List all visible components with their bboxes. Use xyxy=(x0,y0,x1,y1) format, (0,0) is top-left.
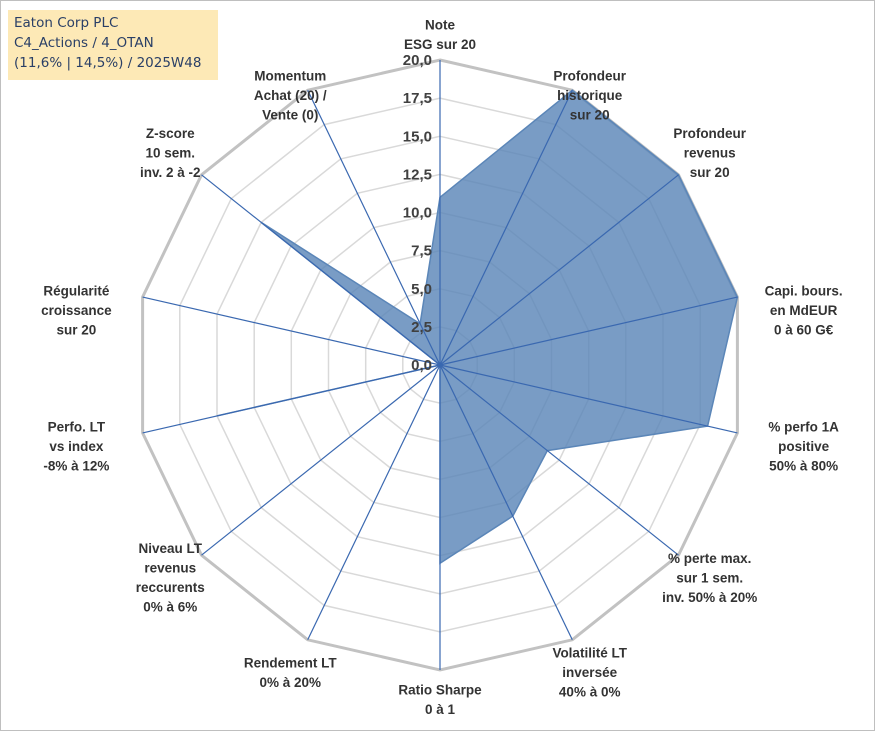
tick-label: 5,0 xyxy=(411,281,432,298)
axis-label-line: % perfo 1A xyxy=(768,419,839,434)
axis-label-line: Niveau LT xyxy=(139,541,203,556)
axis-label-line: Momentum xyxy=(254,69,326,84)
info-box: Eaton Corp PLC C4_Actions / 4_OTAN (11,6… xyxy=(8,10,218,80)
axis-label-line: 0% à 20% xyxy=(260,675,322,690)
axis-label-line: Vente (0) xyxy=(262,108,318,123)
axis-label-line: en MdEUR xyxy=(770,303,838,318)
axis-label-line: Achat (20) / xyxy=(254,88,327,103)
spoke-line xyxy=(307,364,441,641)
axis-label-line: Note xyxy=(425,18,455,33)
axis-label: Capi. bours. en MdEUR 0 à 60 G€ xyxy=(765,284,843,338)
axis-label-line: % perte max. xyxy=(668,551,751,566)
spoke-line xyxy=(201,174,441,366)
spoke-line xyxy=(439,89,573,366)
spoke-line xyxy=(142,296,441,366)
axis-label-line: Z-score xyxy=(146,126,195,141)
axis-label-line: Profondeur xyxy=(553,69,626,84)
axis-label: Momentum Achat (20) / Vente (0) xyxy=(254,69,327,123)
axis-label-line: 40% à 0% xyxy=(559,685,621,700)
axis-label-line: revenus xyxy=(144,561,196,576)
category-line: C4_Actions / 4_OTAN xyxy=(14,35,154,51)
axis-label-line: historique xyxy=(557,88,623,103)
tick-label: 7,5 xyxy=(411,243,432,260)
spoke-line xyxy=(307,89,441,366)
axis-label: Note ESG sur 20 xyxy=(404,18,476,53)
spoke-line xyxy=(439,296,738,366)
tick-label: 12,5 xyxy=(403,166,432,183)
tick-label: 10,0 xyxy=(403,205,432,222)
tick-label: 17,5 xyxy=(403,90,432,107)
axis-label-line: inversée xyxy=(562,665,617,680)
axis-label-line: Régularité xyxy=(43,284,110,299)
period-line: (11,6% | 14,5%) / 2025W48 xyxy=(14,55,202,71)
series-area xyxy=(216,89,739,565)
axis-label: Régularité croissance sur 20 xyxy=(41,284,112,338)
spoke-line xyxy=(439,364,738,434)
tick-labels: 0,0 2,5 5,0 7,5 10,0 12,5 15,0 17,5 20,0 xyxy=(403,52,432,374)
axis-label-line: Ratio Sharpe xyxy=(398,683,482,698)
axis-label-line: 0% à 6% xyxy=(143,600,197,615)
axis-label: Rendement LT 0% à 20% xyxy=(244,655,338,690)
axis-label: Profondeur historique sur 20 xyxy=(553,69,626,123)
spoke-line xyxy=(439,174,679,366)
axis-label-line: 0 à 1 xyxy=(425,702,456,717)
axis-label-line: inv. 2 à -2 xyxy=(140,165,201,180)
axis-label-line: ESG sur 20 xyxy=(404,37,476,52)
axis-label-line: Volatilité LT xyxy=(552,646,627,661)
axis-label: Z-score 10 sem. inv. 2 à -2 xyxy=(140,126,201,180)
axis-label-line: 50% à 80% xyxy=(769,458,838,473)
axis-labels: Note ESG sur 20 Profondeur historique sur 20… xyxy=(41,18,843,718)
axis-label: Volatilité LT inversée 40% à 0% xyxy=(552,646,627,700)
axis-label: Niveau LT revenus reccurents 0% à 6% xyxy=(136,541,205,615)
axis-label: % perte max. sur 1 sem. inv. 50% à 20% xyxy=(662,551,757,605)
spokes xyxy=(142,60,738,670)
tick-label: 2,5 xyxy=(411,319,432,336)
axis-label-line: sur 1 sem. xyxy=(676,571,743,586)
axis-label-line: reccurents xyxy=(136,580,205,595)
company-name: Eaton Corp PLC xyxy=(14,15,119,31)
axis-label: % perfo 1A positive 50% à 80% xyxy=(768,419,839,473)
axis-label-line: inv. 50% à 20% xyxy=(662,590,757,605)
tick-label: 20,0 xyxy=(403,52,432,69)
axis-label-line: croissance xyxy=(41,303,112,318)
tick-label: 15,0 xyxy=(403,128,432,145)
axis-label-line: revenus xyxy=(684,145,736,160)
axis-label-line: positive xyxy=(778,439,830,454)
axis-label: Perfo. LT vs index -8% à 12% xyxy=(43,419,109,473)
axis-label-line: sur 20 xyxy=(690,165,730,180)
series-polygon xyxy=(216,89,739,565)
axis-label-line: Capi. bours. xyxy=(765,284,843,299)
axis-label-line: Rendement LT xyxy=(244,655,338,670)
axis-label-line: Perfo. LT xyxy=(48,419,106,434)
axis-label-line: sur 20 xyxy=(57,323,97,338)
axis-label: Profondeur revenus sur 20 xyxy=(673,126,746,180)
axis-label-line: vs index xyxy=(49,439,104,454)
axis-label-line: 10 sem. xyxy=(146,145,196,160)
spoke-line xyxy=(439,364,573,641)
axis-label-line: sur 20 xyxy=(570,108,610,123)
spoke-line xyxy=(439,364,679,556)
spoke-line xyxy=(142,364,441,434)
axis-label-line: -8% à 12% xyxy=(43,458,109,473)
spoke-line xyxy=(201,364,441,556)
tick-label: 0,0 xyxy=(411,357,432,374)
axis-label: Ratio Sharpe 0 à 1 xyxy=(398,683,482,718)
axis-label-line: 0 à 60 G€ xyxy=(774,323,834,338)
axis-label-line: Profondeur xyxy=(673,126,746,141)
